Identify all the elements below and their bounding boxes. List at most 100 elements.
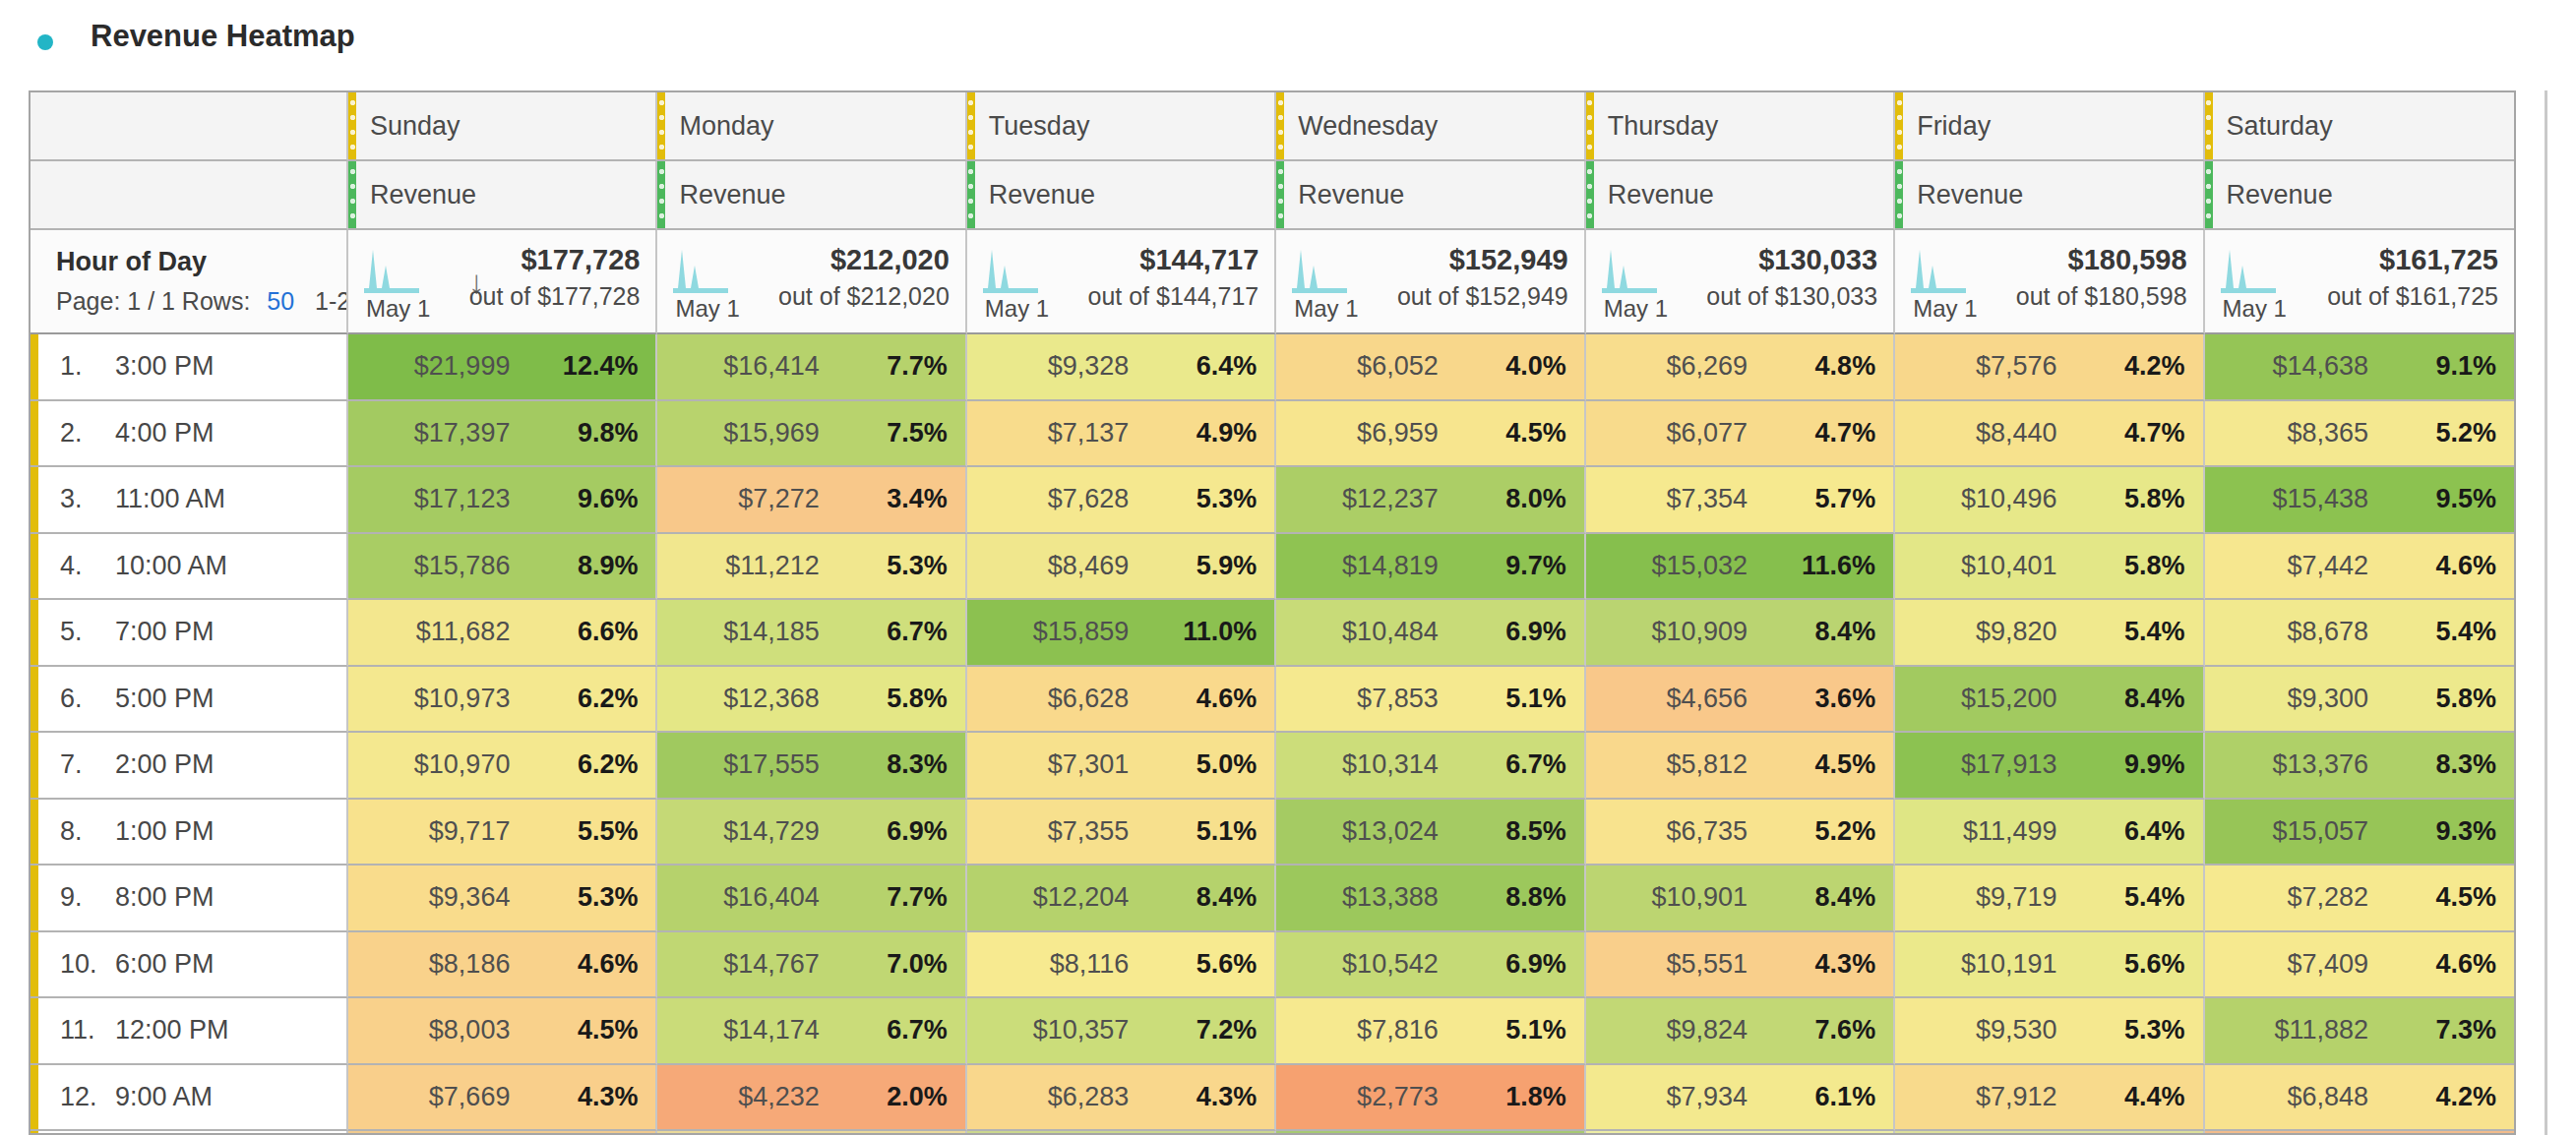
heatmap-cell[interactable]: $8,003 4.5% — [348, 998, 657, 1065]
heatmap-cell[interactable]: $7,409 4.6% — [2205, 932, 2514, 999]
heatmap-cell[interactable]: $9,300 5.8% — [2205, 667, 2514, 734]
heatmap-cell[interactable]: $7,576 4.2% — [1895, 334, 2204, 401]
heatmap-cell-partial[interactable] — [967, 1131, 1276, 1135]
column-header-metric[interactable]: Revenue — [657, 161, 966, 230]
heatmap-cell[interactable]: $9,328 6.4% — [967, 334, 1276, 401]
heatmap-cell[interactable]: $6,052 4.0% — [1276, 334, 1585, 401]
heatmap-cell[interactable]: $7,669 4.3% — [348, 1065, 657, 1132]
row-header-hour-partial[interactable] — [31, 1131, 348, 1135]
row-header-hour[interactable]: 2. 4:00 PM — [31, 401, 348, 468]
column-header-day[interactable]: Saturday — [2205, 92, 2514, 161]
row-header-hour[interactable]: 7. 2:00 PM — [31, 733, 348, 800]
heatmap-cell[interactable]: $8,365 5.2% — [2205, 401, 2514, 468]
heatmap-cell[interactable]: $16,404 7.7% — [657, 866, 966, 932]
heatmap-cell-partial[interactable] — [1895, 1131, 2204, 1135]
heatmap-cell[interactable]: $14,729 6.9% — [657, 800, 966, 866]
column-header-metric[interactable]: Revenue — [348, 161, 657, 230]
heatmap-cell[interactable]: $10,496 5.8% — [1895, 467, 2204, 534]
column-header-metric[interactable]: Revenue — [1276, 161, 1585, 230]
row-header-hour[interactable]: 5. 7:00 PM — [31, 600, 348, 667]
column-header-day[interactable]: Tuesday — [967, 92, 1276, 161]
heatmap-cell[interactable]: $7,272 3.4% — [657, 467, 966, 534]
row-header-hour[interactable]: 6. 5:00 PM — [31, 667, 348, 734]
heatmap-cell[interactable]: $10,973 6.2% — [348, 667, 657, 734]
heatmap-cell-partial[interactable] — [657, 1131, 966, 1135]
heatmap-cell[interactable]: $7,912 4.4% — [1895, 1065, 2204, 1132]
heatmap-cell[interactable]: $21,999 12.4% — [348, 334, 657, 401]
heatmap-cell[interactable]: $10,191 5.6% — [1895, 932, 2204, 999]
heatmap-cell[interactable]: $6,959 4.5% — [1276, 401, 1585, 468]
heatmap-cell[interactable]: $14,185 6.7% — [657, 600, 966, 667]
heatmap-cell[interactable]: $9,530 5.3% — [1895, 998, 2204, 1065]
heatmap-cell[interactable]: $10,484 6.9% — [1276, 600, 1585, 667]
heatmap-cell[interactable]: $16,414 7.7% — [657, 334, 966, 401]
heatmap-cell[interactable]: $15,859 11.0% — [967, 600, 1276, 667]
heatmap-cell[interactable]: $13,024 8.5% — [1276, 800, 1585, 866]
heatmap-cell[interactable]: $10,901 8.4% — [1586, 866, 1895, 932]
heatmap-cell[interactable]: $8,469 5.9% — [967, 534, 1276, 601]
heatmap-cell[interactable]: $14,638 9.1% — [2205, 334, 2514, 401]
column-header-metric[interactable]: Revenue — [2205, 161, 2514, 230]
heatmap-cell[interactable]: $4,656 3.6% — [1586, 667, 1895, 734]
heatmap-cell[interactable]: $10,970 6.2% — [348, 733, 657, 800]
heatmap-cell[interactable]: $9,719 5.4% — [1895, 866, 2204, 932]
heatmap-cell[interactable]: $7,442 4.6% — [2205, 534, 2514, 601]
heatmap-cell[interactable]: $9,717 5.5% — [348, 800, 657, 866]
row-header-hour[interactable]: 4. 10:00 AM — [31, 534, 348, 601]
column-header-metric[interactable]: Revenue — [1895, 161, 2204, 230]
heatmap-cell[interactable]: $11,882 7.3% — [2205, 998, 2514, 1065]
heatmap-cell[interactable]: $6,283 4.3% — [967, 1065, 1276, 1132]
heatmap-cell-partial[interactable] — [348, 1131, 657, 1135]
heatmap-cell[interactable]: $15,200 8.4% — [1895, 667, 2204, 734]
heatmap-cell[interactable]: $8,186 4.6% — [348, 932, 657, 999]
column-header-day[interactable]: Sunday — [348, 92, 657, 161]
heatmap-cell[interactable]: $17,397 9.8% — [348, 401, 657, 468]
heatmap-cell[interactable]: $9,820 5.4% — [1895, 600, 2204, 667]
heatmap-cell[interactable]: $8,678 5.4% — [2205, 600, 2514, 667]
heatmap-cell[interactable]: $15,969 7.5% — [657, 401, 966, 468]
heatmap-cell[interactable]: $7,816 5.1% — [1276, 998, 1585, 1065]
heatmap-cell-partial[interactable] — [1276, 1131, 1585, 1135]
heatmap-cell[interactable]: $15,057 9.3% — [2205, 800, 2514, 866]
heatmap-cell[interactable]: $11,499 6.4% — [1895, 800, 2204, 866]
column-header-day[interactable]: Monday — [657, 92, 966, 161]
row-header-hour[interactable]: 11. 12:00 PM — [31, 998, 348, 1065]
heatmap-cell[interactable]: $7,282 4.5% — [2205, 866, 2514, 932]
heatmap-cell[interactable]: $14,174 6.7% — [657, 998, 966, 1065]
heatmap-cell[interactable]: $17,555 8.3% — [657, 733, 966, 800]
heatmap-cell[interactable]: $10,314 6.7% — [1276, 733, 1585, 800]
heatmap-cell[interactable]: $7,853 5.1% — [1276, 667, 1585, 734]
heatmap-cell[interactable]: $6,077 4.7% — [1586, 401, 1895, 468]
column-header-day[interactable]: Wednesday — [1276, 92, 1585, 161]
heatmap-cell[interactable]: $9,824 7.6% — [1586, 998, 1895, 1065]
heatmap-cell[interactable]: $6,269 4.8% — [1586, 334, 1895, 401]
heatmap-cell[interactable]: $14,819 9.7% — [1276, 534, 1585, 601]
heatmap-cell[interactable]: $10,401 5.8% — [1895, 534, 2204, 601]
row-header-hour[interactable]: 8. 1:00 PM — [31, 800, 348, 866]
column-header-metric[interactable]: Revenue — [1586, 161, 1895, 230]
heatmap-cell[interactable]: $8,116 5.6% — [967, 932, 1276, 999]
heatmap-cell[interactable]: $6,735 5.2% — [1586, 800, 1895, 866]
heatmap-cell[interactable]: $13,388 8.8% — [1276, 866, 1585, 932]
heatmap-cell[interactable]: $10,909 8.4% — [1586, 600, 1895, 667]
heatmap-cell-partial[interactable] — [1586, 1131, 1895, 1135]
heatmap-cell[interactable]: $6,628 4.6% — [967, 667, 1276, 734]
column-header-day[interactable]: Thursday — [1586, 92, 1895, 161]
rows-count-link[interactable]: 50 — [267, 287, 294, 315]
heatmap-cell[interactable]: $5,551 4.3% — [1586, 932, 1895, 999]
heatmap-cell[interactable]: $7,628 5.3% — [967, 467, 1276, 534]
heatmap-cell[interactable]: $5,812 4.5% — [1586, 733, 1895, 800]
heatmap-cell[interactable]: $7,137 4.9% — [967, 401, 1276, 468]
heatmap-cell[interactable]: $15,786 8.9% — [348, 534, 657, 601]
row-header-hour[interactable]: 3. 11:00 AM — [31, 467, 348, 534]
heatmap-cell[interactable]: $12,204 8.4% — [967, 866, 1276, 932]
heatmap-cell[interactable]: $17,913 9.9% — [1895, 733, 2204, 800]
heatmap-cell[interactable]: $8,440 4.7% — [1895, 401, 2204, 468]
heatmap-cell[interactable]: $12,368 5.8% — [657, 667, 966, 734]
heatmap-cell[interactable]: $7,301 5.0% — [967, 733, 1276, 800]
heatmap-cell[interactable]: $7,355 5.1% — [967, 800, 1276, 866]
heatmap-cell[interactable]: $10,357 7.2% — [967, 998, 1276, 1065]
heatmap-cell[interactable]: $15,438 9.5% — [2205, 467, 2514, 534]
heatmap-cell[interactable]: $13,376 8.3% — [2205, 733, 2514, 800]
heatmap-cell[interactable]: $11,682 6.6% — [348, 600, 657, 667]
